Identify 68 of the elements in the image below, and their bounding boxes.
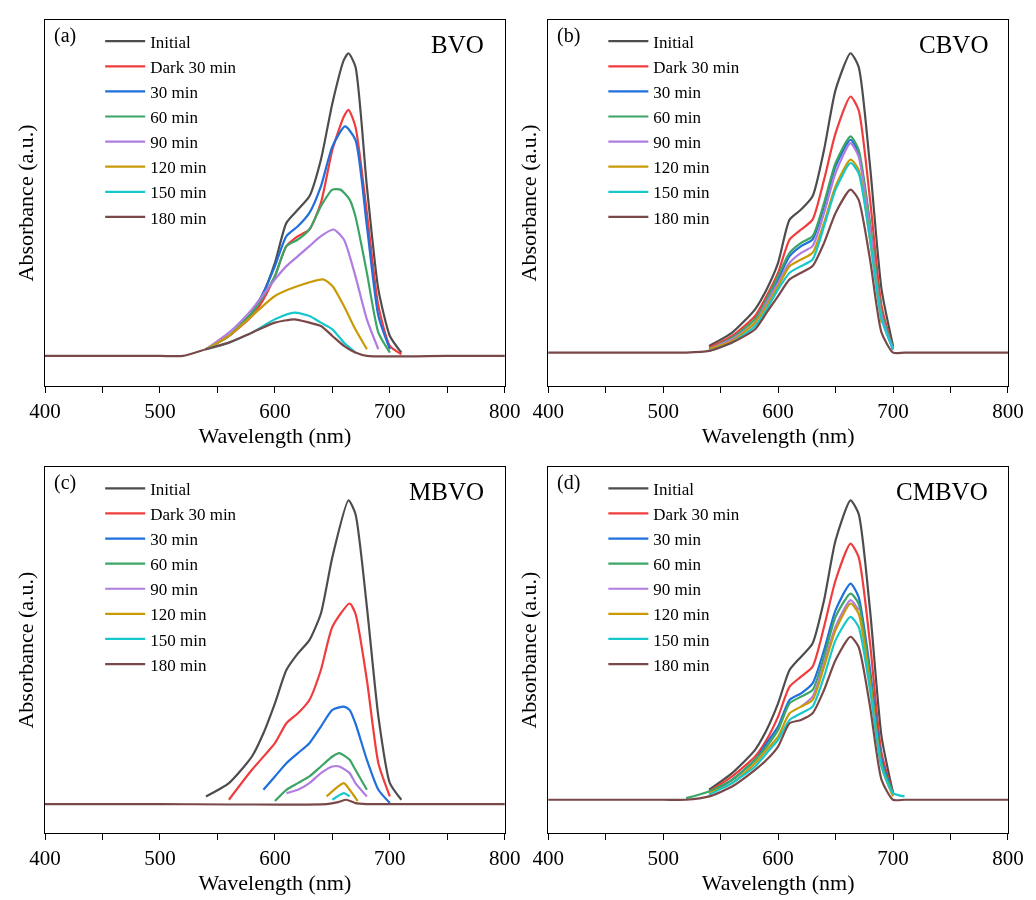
x-tick-label: 800 [992,846,1024,871]
legend-label: Dark 30 min [653,505,740,525]
x-tick-label: 600 [762,846,794,871]
x-tick-label: 400 [532,399,564,424]
legend-label: Initial [150,479,192,499]
legend-label: 150 min [653,183,711,203]
legend-label: 180 min [653,655,711,675]
legend-label: 120 min [150,158,207,178]
x-tick-label: 600 [259,846,291,871]
x-axis-title: Wavelength (nm) [198,423,352,449]
text: (b) [557,24,581,47]
legend-label: 180 min [150,208,207,228]
y-axis-title: Absorbance (a.u.) [12,124,38,282]
legend-label: 150 min [150,183,207,203]
legend-label: 90 min [150,580,199,600]
y-axis-title: Absorbance (a.u.) [515,571,541,729]
legend-label: 180 min [653,208,711,228]
legend-label: 90 min [150,133,199,153]
y-axis-title: Absorbance (a.u.) [515,124,541,282]
legend-label: 150 min [653,630,711,650]
chart-title: BVO [431,31,484,58]
x-tick-label: 400 [29,399,61,424]
legend-label: 120 min [150,605,207,625]
legend-label: 120 min [653,158,711,178]
legend-label: Dark 30 min [653,57,740,77]
x-tick-label: 600 [259,399,291,424]
legend-label: 60 min [150,555,199,575]
legend-label: 30 min [653,83,702,103]
x-tick-label: 500 [647,399,679,424]
legend-label: 60 min [653,108,702,128]
legend-label: Initial [653,479,695,499]
x-tick-label: 700 [877,399,909,424]
x-tick-label: 500 [144,399,176,424]
chart-title: MBVO [409,478,485,505]
x-tick-label: 700 [877,846,909,871]
legend-label: 180 min [150,655,207,675]
legend-label: 30 min [150,530,199,550]
x-tick-label: 800 [489,399,521,424]
x-axis-title: Wavelength (nm) [701,870,855,896]
legend-label: Dark 30 min [150,57,237,77]
x-axis-title: Wavelength (nm) [701,423,855,449]
x-tick-label: 700 [374,846,406,871]
legend-label: Initial [150,32,192,52]
text: (c) [54,471,77,494]
chart-title: CMBVO [896,478,988,505]
legend-label: 60 min [653,555,702,575]
y-axis-title: Absorbance (a.u.) [12,571,38,729]
x-tick-label: 400 [532,846,564,871]
x-tick-label: 600 [762,399,794,424]
x-tick-label: 400 [29,846,61,871]
legend-label: 30 min [653,530,702,550]
legend-label: 30 min [150,83,199,103]
legend-label: 90 min [653,133,702,153]
x-axis-title: Wavelength (nm) [198,870,352,896]
x-tick-label: 500 [647,846,679,871]
x-tick-label: 700 [374,399,406,424]
x-tick-label: 800 [489,846,521,871]
legend-label: Dark 30 min [150,505,237,525]
legend-label: 60 min [150,108,199,128]
legend-label: Initial [653,32,695,52]
text: (d) [557,471,581,494]
text: (a) [54,24,77,47]
legend-label: 150 min [150,630,207,650]
x-tick-label: 800 [992,399,1024,424]
legend-label: 120 min [653,605,711,625]
x-tick-label: 500 [144,846,176,871]
chart-title: CBVO [919,31,989,58]
legend-label: 90 min [653,580,702,600]
